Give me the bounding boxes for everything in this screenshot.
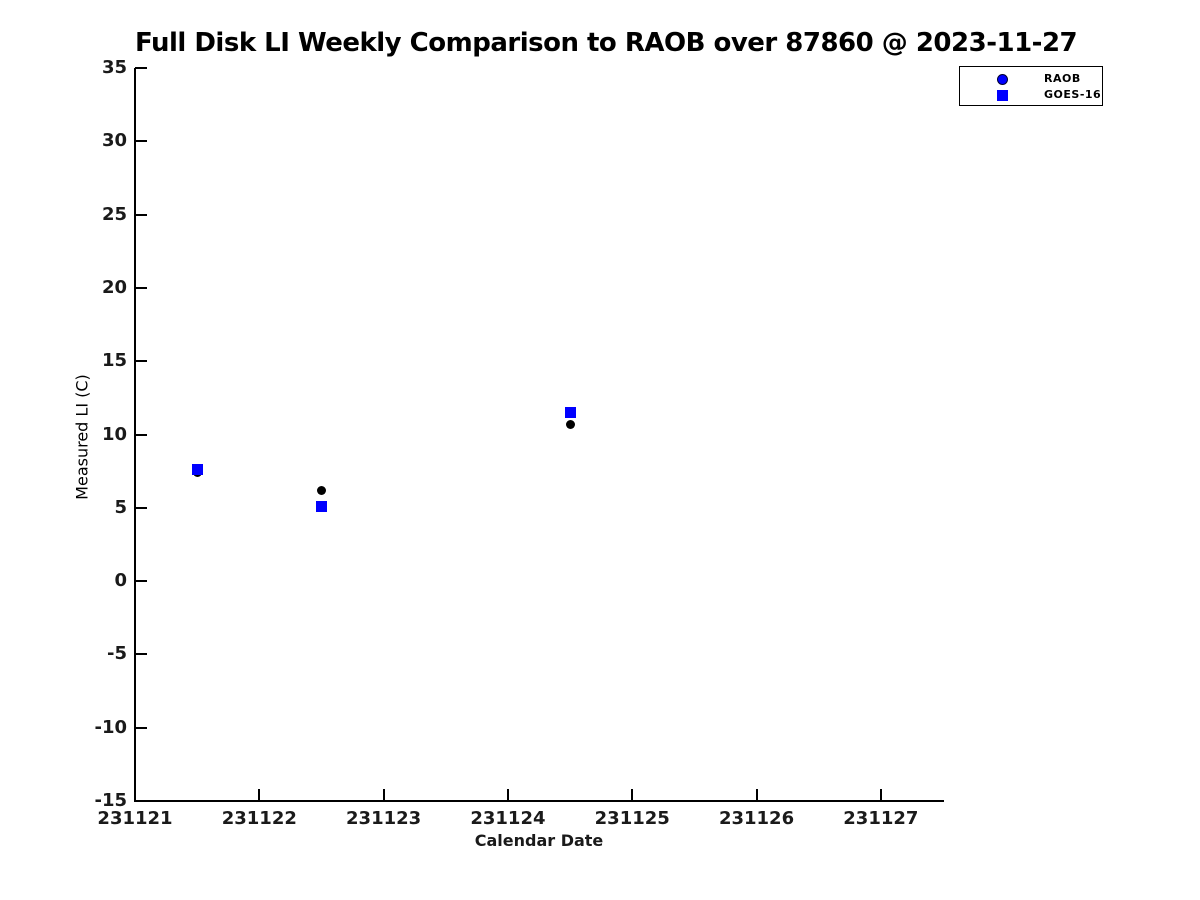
x-axis-label: Calendar Date [474, 831, 604, 850]
y-tick-label: 10 [101, 423, 127, 445]
x-axis-line [134, 800, 944, 802]
y-tick-mark [135, 286, 147, 289]
y-tick-label: 35 [101, 57, 127, 78]
raob-point-1 [316, 485, 326, 495]
x-tick-mark [134, 789, 136, 801]
x-tick-label: 231121 [97, 808, 173, 829]
y-tick-label: 20 [101, 276, 127, 298]
goes16-square-icon [997, 90, 1008, 101]
raob-circle-icon [997, 74, 1008, 85]
y-tick-label: 5 [114, 496, 127, 518]
x-tick-label: 231124 [470, 808, 546, 829]
y-tick-label: -5 [107, 643, 127, 665]
chart-title: Full Disk LI Weekly Comparison to RAOB o… [135, 28, 1078, 58]
x-tick-mark [382, 789, 385, 801]
y-tick-mark [135, 800, 147, 802]
y-tick-label: 0 [114, 570, 127, 592]
y-tick-mark [135, 213, 147, 216]
y-tick-mark [135, 67, 147, 69]
goes-16-point-0 [191, 464, 203, 476]
legend-entry-raob: RAOB [960, 71, 1102, 87]
x-tick-mark [506, 789, 509, 801]
y-tick-mark [135, 726, 147, 729]
y-tick-mark [135, 653, 147, 656]
legend-label-raob: RAOB [1044, 72, 1081, 85]
x-tick-label: 231125 [594, 808, 670, 829]
raob-point-2 [565, 419, 575, 429]
y-tick-mark [135, 506, 147, 509]
goes-16-point-2 [564, 407, 576, 418]
y-tick-mark [135, 360, 147, 363]
goes-16-point-1 [315, 500, 327, 512]
y-tick-label: -10 [94, 716, 127, 738]
y-tick-mark [135, 580, 147, 583]
x-tick-mark [258, 789, 261, 801]
x-tick-label: 231126 [718, 808, 795, 829]
x-tick-mark [879, 789, 882, 801]
x-tick-mark [631, 789, 634, 801]
y-tick-label: -15 [94, 790, 127, 811]
legend-label-goes16: GOES-16 [1044, 88, 1102, 101]
y-tick-mark [135, 140, 147, 143]
legend: RAOB GOES-16 [959, 66, 1103, 106]
x-tick-label: 231122 [221, 808, 297, 829]
x-tick-label: 231123 [346, 808, 422, 829]
y-tick-label: 30 [101, 130, 127, 152]
x-tick-mark [755, 789, 758, 801]
y-tick-label: 15 [101, 350, 127, 372]
legend-entry-goes16: GOES-16 [960, 87, 1102, 103]
y-tick-label: 25 [101, 203, 127, 225]
x-tick-label: 231127 [843, 808, 919, 829]
y-tick-mark [135, 433, 147, 436]
